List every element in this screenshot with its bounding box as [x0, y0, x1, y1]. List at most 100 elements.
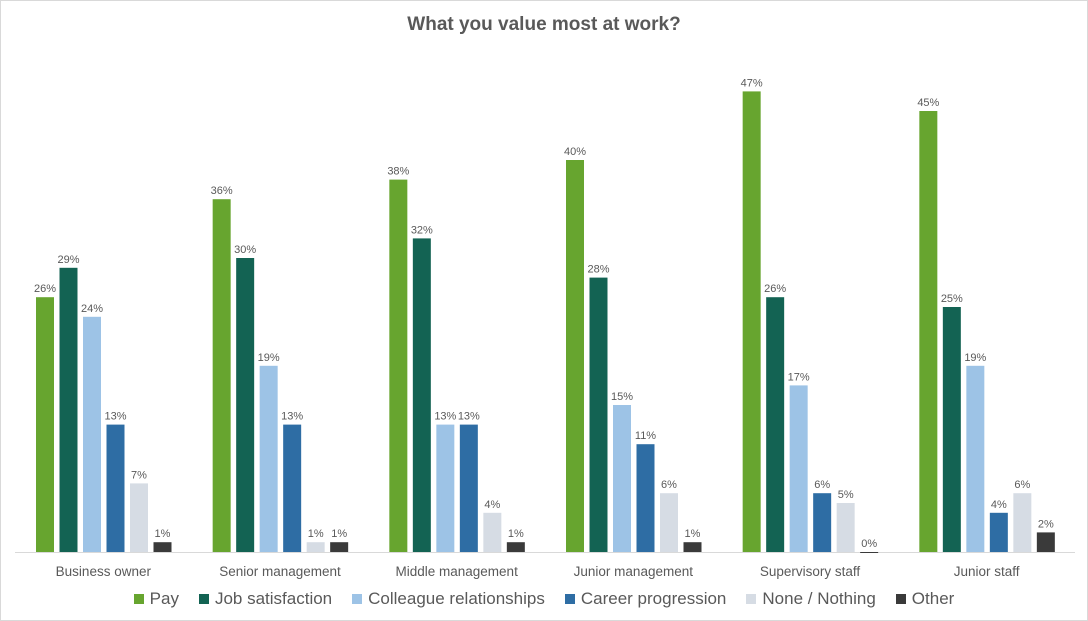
bar-none-nothing-4 [836, 503, 855, 552]
data-label: 4% [484, 499, 500, 511]
bar-colleague-relationships-4 [789, 385, 808, 552]
legend: Pay Job satisfaction Colleague relationshi… [1, 589, 1087, 609]
bar-colleague-relationships-5 [966, 365, 985, 552]
data-label: 19% [964, 352, 986, 364]
legend-swatch [198, 594, 209, 604]
legend-swatch [133, 594, 144, 604]
bar-other-0 [153, 542, 172, 552]
bar-pay-5 [919, 111, 938, 552]
legend-item: None / Nothing [746, 589, 876, 609]
category-label: Junior staff [954, 564, 1020, 579]
data-label: 32% [411, 224, 433, 236]
data-label: 6% [1014, 479, 1030, 491]
category-label: Business owner [56, 564, 152, 579]
data-label: 5% [838, 489, 854, 501]
data-label: 36% [211, 185, 233, 197]
data-label: 17% [788, 371, 810, 383]
legend-label: Pay [149, 589, 179, 608]
bar-pay-0 [36, 297, 54, 552]
data-label: 13% [104, 411, 126, 423]
bar-none-nothing-2 [483, 512, 502, 552]
bar-career-progression-4 [813, 493, 832, 552]
bar-other-5 [1036, 532, 1055, 552]
chart-title: What you value most at work? [407, 14, 681, 35]
bar-job-satisfaction-1 [236, 258, 255, 552]
data-label: 2% [1038, 518, 1054, 530]
category-label: Junior management [574, 564, 694, 579]
legend-label: Job satisfaction [214, 589, 333, 608]
bar-career-progression-0 [106, 424, 125, 552]
legend-item: Pay [133, 589, 179, 609]
bar-none-nothing-5 [1013, 493, 1032, 552]
data-label: 6% [661, 479, 677, 491]
legend-item: Colleague relationships [352, 589, 545, 609]
bar-career-progression-5 [989, 512, 1008, 552]
bar-colleague-relationships-0 [83, 316, 101, 552]
data-label: 11% [635, 430, 656, 442]
data-label: 28% [587, 264, 609, 276]
data-label: 29% [57, 254, 79, 266]
legend-swatch [895, 594, 906, 604]
bar-career-progression-3 [636, 444, 655, 552]
data-label: 26% [764, 283, 786, 295]
data-label: 1% [308, 528, 324, 540]
bar-none-nothing-1 [306, 542, 325, 552]
data-label: 13% [281, 411, 303, 423]
bar-job-satisfaction-0 [59, 267, 78, 552]
bar-career-progression-1 [283, 424, 302, 552]
bar-other-3 [683, 542, 702, 552]
category-label: Supervisory staff [760, 564, 861, 579]
bar-other-1 [330, 542, 349, 552]
bar-colleague-relationships-1 [259, 365, 278, 552]
legend-label: Other [911, 589, 955, 608]
data-label: 13% [458, 411, 480, 423]
legend-label: None / Nothing [762, 589, 876, 608]
data-label: 40% [564, 146, 586, 158]
bar-job-satisfaction-4 [766, 297, 785, 552]
bar-none-nothing-3 [660, 493, 678, 552]
data-label: 1% [508, 528, 524, 540]
bar-job-satisfaction-3 [589, 277, 608, 552]
legend-item: Other [895, 589, 955, 609]
data-label: 0% [861, 538, 877, 550]
bar-pay-3 [566, 160, 584, 552]
bar-pay-4 [742, 91, 761, 553]
data-label: 24% [81, 303, 103, 315]
data-label: 6% [814, 479, 830, 491]
data-label: 1% [685, 528, 701, 540]
data-label: 15% [611, 391, 633, 403]
data-label: 4% [991, 499, 1007, 511]
bar-colleague-relationships-3 [613, 405, 631, 552]
category-label: Middle management [396, 564, 519, 579]
data-label: 45% [917, 97, 939, 109]
bar-none-nothing-0 [130, 483, 148, 552]
bar-job-satisfaction-2 [412, 238, 431, 552]
data-label: 7% [131, 469, 147, 481]
bar-other-4 [860, 552, 879, 553]
data-label: 38% [387, 166, 409, 178]
data-label: 1% [331, 528, 347, 540]
legend-swatch [564, 594, 575, 604]
legend-swatch [746, 594, 757, 604]
bar-other-2 [506, 542, 525, 552]
data-label: 19% [258, 352, 280, 364]
legend-swatch [352, 594, 363, 604]
legend-item: Job satisfaction [198, 589, 333, 609]
bar-pay-2 [389, 179, 408, 552]
bar-pay-1 [212, 199, 231, 552]
bar-job-satisfaction-5 [942, 307, 961, 552]
data-label: 26% [34, 283, 56, 295]
data-label: 1% [155, 528, 171, 540]
category-label: Senior management [219, 564, 341, 579]
data-label: 13% [434, 411, 456, 423]
data-label: 47% [741, 77, 763, 89]
data-label: 25% [941, 293, 963, 305]
legend-item: Career progression [564, 589, 727, 609]
data-label: 30% [234, 244, 256, 256]
bar-career-progression-2 [459, 424, 478, 552]
legend-label: Colleague relationships [368, 589, 545, 608]
bar-colleague-relationships-2 [436, 424, 455, 552]
legend-label: Career progression [580, 589, 727, 608]
